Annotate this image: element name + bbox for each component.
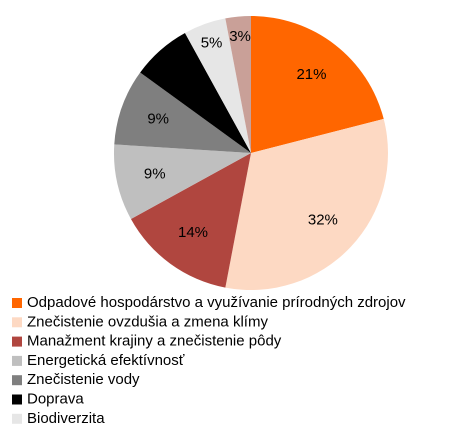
pie-slice <box>114 72 251 153</box>
legend-label: Energetická efektívnosť <box>27 352 185 369</box>
data-label: 14% <box>178 224 208 241</box>
legend-swatch <box>12 413 22 424</box>
pie-slice <box>225 16 251 153</box>
pie-slice <box>251 16 384 153</box>
legend-swatch <box>12 375 22 386</box>
legend-swatch <box>12 355 22 366</box>
data-label: 32% <box>308 211 338 228</box>
legend-label: Odpadové hospodárstvo a využívanie príro… <box>27 294 406 311</box>
legend-swatch <box>12 317 22 328</box>
data-label: 3% <box>229 28 251 45</box>
pie-slice <box>114 144 251 220</box>
legend-label: Biodiverzita <box>27 410 105 427</box>
pie-slice <box>130 153 251 288</box>
legend-label: Znečistenie vody <box>27 371 140 388</box>
legend-swatch <box>12 298 22 308</box>
legend-label: Doprava <box>27 390 84 407</box>
pie-slice <box>225 118 388 290</box>
data-label: 9% <box>144 165 166 182</box>
pie-slice <box>184 18 251 153</box>
legend-swatch <box>12 336 22 347</box>
legend-label: Manažment krajiny a znečistenie pôdy <box>27 333 282 350</box>
pie-slice <box>140 32 251 153</box>
data-label: 5% <box>201 34 223 51</box>
data-label: 21% <box>296 66 326 83</box>
data-label: 9% <box>147 111 169 128</box>
legend-swatch <box>12 394 22 405</box>
legend-label: Znečistenie ovzdušia a zmena klímy <box>27 313 268 330</box>
